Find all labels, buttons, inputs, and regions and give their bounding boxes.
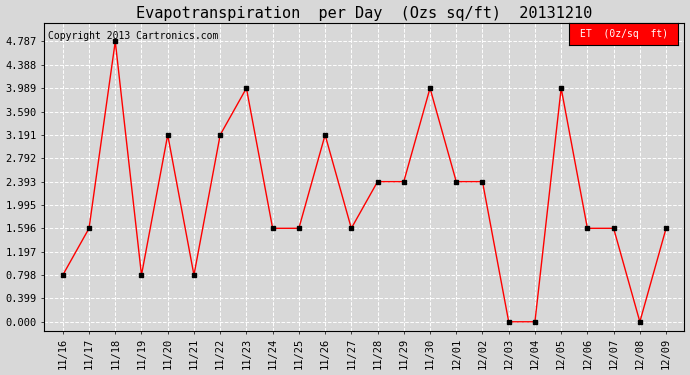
- Title: Evapotranspiration  per Day  (Ozs sq/ft)  20131210: Evapotranspiration per Day (Ozs sq/ft) 2…: [137, 6, 593, 21]
- Text: Copyright 2013 Cartronics.com: Copyright 2013 Cartronics.com: [48, 31, 218, 41]
